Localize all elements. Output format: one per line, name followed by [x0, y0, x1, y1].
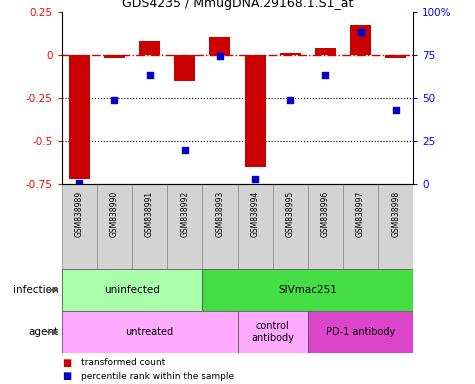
Text: GSM838998: GSM838998: [391, 191, 400, 237]
Bar: [132, 184, 167, 269]
Text: GSM838989: GSM838989: [75, 191, 84, 237]
Point: [111, 96, 118, 103]
Text: untreated: untreated: [125, 327, 174, 337]
Bar: [315, 48, 336, 55]
Bar: [350, 25, 371, 55]
Text: infection: infection: [13, 285, 58, 295]
Text: GSM838996: GSM838996: [321, 191, 330, 237]
Bar: [202, 269, 413, 311]
Bar: [238, 311, 308, 353]
Bar: [209, 37, 230, 55]
Bar: [62, 269, 202, 311]
Point: [322, 72, 329, 78]
Bar: [385, 55, 406, 58]
Bar: [69, 55, 90, 179]
Text: transformed count: transformed count: [81, 358, 165, 367]
Point: [181, 147, 189, 153]
Bar: [174, 55, 195, 81]
Text: GSM838993: GSM838993: [216, 191, 224, 237]
Point: [146, 72, 153, 78]
Point: [392, 107, 399, 113]
Text: GSM838990: GSM838990: [110, 191, 119, 237]
Title: GDS4235 / MmugDNA.29168.1.S1_at: GDS4235 / MmugDNA.29168.1.S1_at: [122, 0, 353, 10]
Bar: [245, 55, 266, 167]
Bar: [139, 41, 160, 55]
Text: uninfected: uninfected: [104, 285, 160, 295]
Text: GSM838995: GSM838995: [286, 191, 294, 237]
Point: [286, 96, 294, 103]
Text: ■: ■: [62, 371, 71, 381]
Text: PD-1 antibody: PD-1 antibody: [326, 327, 395, 337]
Bar: [378, 184, 413, 269]
Text: GSM838992: GSM838992: [180, 191, 189, 237]
Text: control
antibody: control antibody: [251, 321, 294, 343]
Point: [76, 180, 83, 186]
Text: agent: agent: [28, 327, 58, 337]
Bar: [280, 53, 301, 55]
Bar: [167, 184, 202, 269]
Point: [251, 176, 259, 182]
Text: ■: ■: [62, 358, 71, 368]
Bar: [97, 184, 132, 269]
Text: SIVmac251: SIVmac251: [278, 285, 337, 295]
Bar: [62, 311, 238, 353]
Point: [216, 53, 224, 60]
Bar: [273, 184, 308, 269]
Bar: [308, 311, 413, 353]
Text: GSM838997: GSM838997: [356, 191, 365, 237]
Point: [357, 29, 364, 35]
Text: GSM838994: GSM838994: [251, 191, 259, 237]
Bar: [62, 184, 97, 269]
Bar: [104, 55, 125, 58]
Bar: [202, 184, 238, 269]
Text: percentile rank within the sample: percentile rank within the sample: [81, 372, 234, 381]
Bar: [238, 184, 273, 269]
Text: GSM838991: GSM838991: [145, 191, 154, 237]
Bar: [308, 184, 343, 269]
Bar: [343, 184, 378, 269]
